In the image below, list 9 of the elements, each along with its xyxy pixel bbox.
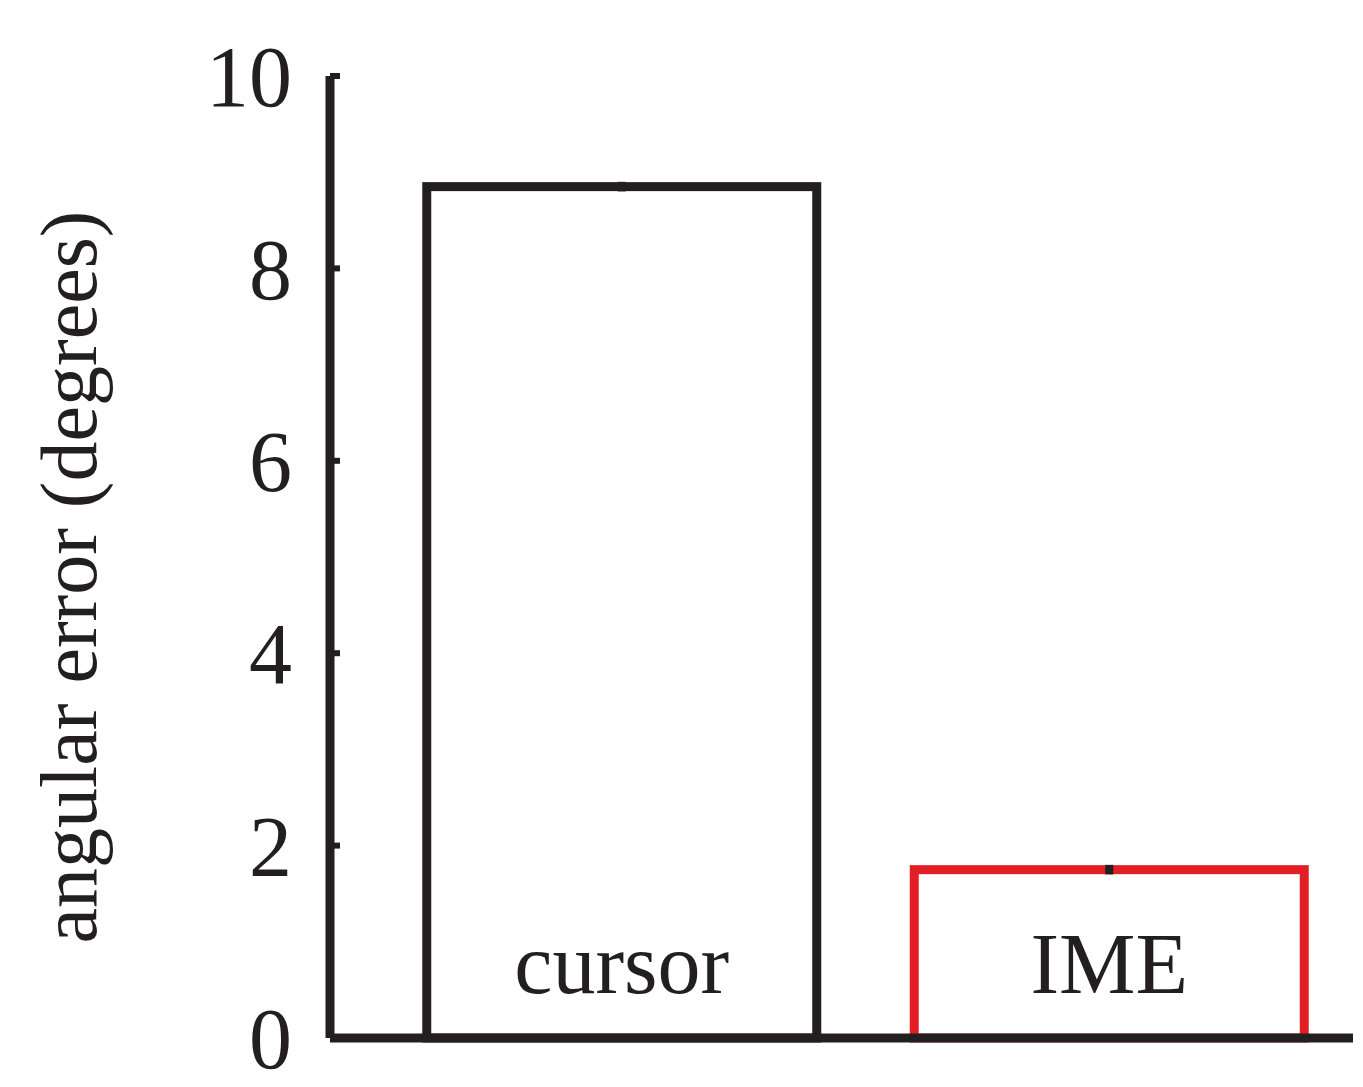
y-tick-label: 2 [249, 798, 292, 895]
y-tick-label: 6 [249, 413, 292, 510]
y-axis-title: angular error (degrees) [25, 210, 114, 944]
y-tick-label: 0 [249, 991, 292, 1087]
y-tick-label: 4 [249, 606, 292, 703]
y-tick-label: 10 [206, 29, 292, 126]
x-tick-label: cursor [514, 916, 730, 1012]
y-tick-label: 8 [249, 221, 292, 318]
x-tick-label: IME [1030, 916, 1189, 1012]
